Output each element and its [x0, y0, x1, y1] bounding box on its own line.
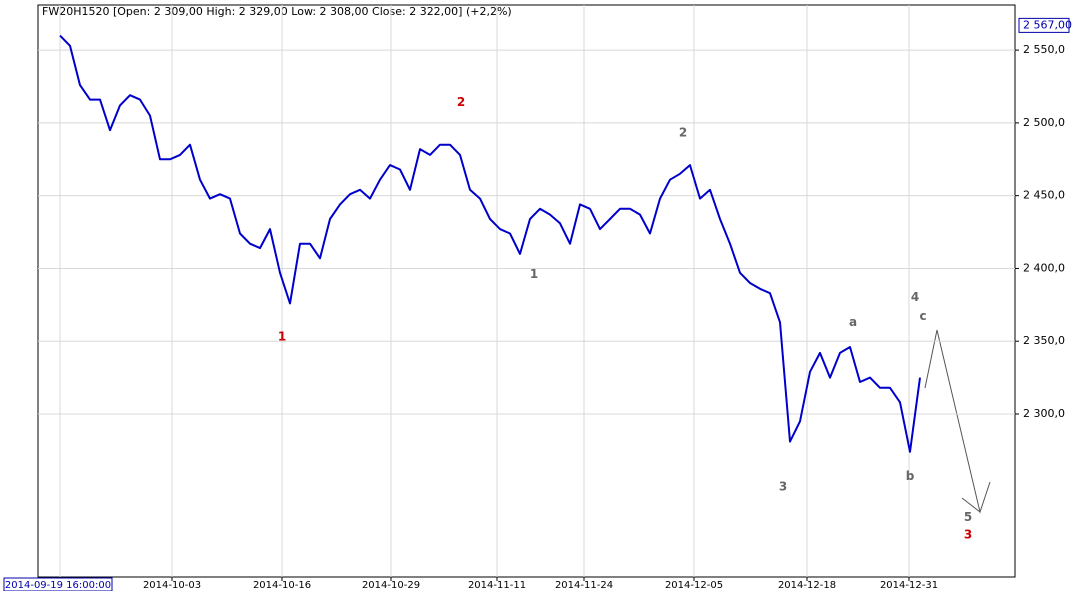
price-marker-label: 2 567,00 [1023, 18, 1072, 31]
x-tick-label: 2014-10-03 [143, 580, 201, 591]
y-tick-label: 2 450,0 [1023, 189, 1065, 202]
x-tick-label: 2014-12-18 [778, 580, 836, 591]
wave-label: 2 [679, 126, 687, 140]
wave-label: b [906, 469, 915, 483]
wave-label: a [849, 315, 857, 329]
price-line [59, 34, 921, 453]
wave-label: 3 [779, 479, 787, 493]
wave-label: 2 [457, 95, 465, 109]
wave-label: 5 [964, 510, 972, 524]
wave-label: 1 [278, 329, 286, 343]
y-tick-label: 2 400,0 [1023, 261, 1065, 274]
plot-frame [37, 4, 1016, 578]
projection-line [924, 329, 991, 514]
price-marker-box [1018, 17, 1070, 33]
projection-arrow [961, 497, 981, 513]
wave-label: 4 [911, 290, 919, 304]
x-tick-label: 2014-10-16 [253, 580, 311, 591]
wave-label: 3 [964, 527, 972, 541]
x-tick-label: 2014-12-31 [880, 580, 938, 591]
x-tick-label: 2014-11-24 [555, 580, 613, 591]
x-tick-label: 2014-10-29 [362, 580, 420, 591]
y-tick-label: 2 350,0 [1023, 334, 1065, 347]
chart-title: FW20H1520 [Open: 2 309,00 High: 2 329,00… [42, 5, 512, 18]
x-tick-label: 2014-09-19 16:00:00 [5, 580, 111, 591]
x-tick-label: 2014-11-11 [468, 580, 526, 591]
x-cursor-box [3, 577, 113, 591]
y-tick-label: 2 300,0 [1023, 407, 1065, 420]
wave-label: c [919, 309, 926, 323]
y-tick-label: 2 550,0 [1023, 43, 1065, 56]
wave-label: 1 [530, 267, 538, 281]
y-tick-label: 2 500,0 [1023, 116, 1065, 129]
x-tick-label: 2014-12-05 [665, 580, 723, 591]
